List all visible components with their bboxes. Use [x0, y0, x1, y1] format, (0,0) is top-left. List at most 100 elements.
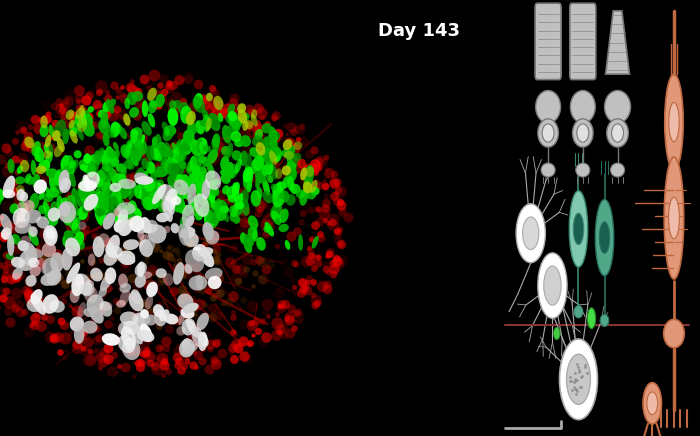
Ellipse shape [197, 171, 207, 187]
Point [213, 250, 224, 257]
Ellipse shape [62, 248, 73, 270]
Polygon shape [606, 11, 629, 74]
Point [251, 317, 262, 324]
Ellipse shape [228, 123, 239, 133]
Point [327, 218, 338, 225]
Ellipse shape [74, 325, 85, 344]
Point [151, 365, 162, 372]
Point [208, 99, 219, 106]
Ellipse shape [137, 229, 144, 240]
Ellipse shape [248, 215, 258, 229]
Point [569, 369, 580, 376]
Ellipse shape [223, 167, 233, 176]
Point [84, 122, 95, 129]
Ellipse shape [157, 190, 167, 209]
Point [28, 322, 39, 329]
Point [286, 165, 297, 172]
Point [97, 301, 108, 308]
Point [218, 110, 230, 117]
Ellipse shape [127, 200, 136, 215]
Point [120, 248, 132, 255]
Ellipse shape [150, 198, 160, 209]
Point [570, 385, 582, 392]
Ellipse shape [305, 165, 314, 184]
Point [315, 235, 326, 242]
Ellipse shape [516, 204, 545, 262]
Point [228, 99, 239, 106]
Ellipse shape [192, 244, 207, 262]
Point [28, 252, 39, 259]
Point [211, 312, 222, 319]
Ellipse shape [83, 165, 93, 174]
Point [203, 366, 214, 373]
Ellipse shape [559, 339, 598, 419]
Ellipse shape [243, 153, 252, 167]
Point [142, 79, 153, 86]
Point [331, 197, 342, 204]
Ellipse shape [124, 148, 133, 163]
Ellipse shape [108, 167, 119, 185]
Point [206, 114, 218, 121]
Ellipse shape [66, 262, 80, 284]
Ellipse shape [84, 171, 100, 188]
Ellipse shape [190, 139, 202, 157]
Point [262, 313, 274, 320]
Ellipse shape [34, 153, 41, 162]
Ellipse shape [46, 168, 57, 177]
Point [150, 102, 161, 109]
Ellipse shape [134, 274, 146, 288]
Ellipse shape [23, 242, 35, 255]
Point [87, 318, 98, 325]
Point [176, 290, 188, 296]
Point [116, 84, 127, 91]
Point [144, 84, 155, 91]
Ellipse shape [248, 227, 258, 242]
Point [247, 331, 258, 338]
Point [48, 335, 59, 342]
Point [126, 78, 137, 85]
Ellipse shape [148, 182, 158, 193]
Point [177, 347, 188, 354]
Ellipse shape [193, 203, 200, 217]
Point [120, 185, 132, 192]
Point [19, 262, 30, 269]
Ellipse shape [204, 117, 211, 130]
Point [125, 83, 136, 90]
Ellipse shape [153, 182, 161, 192]
Point [203, 286, 214, 293]
Ellipse shape [120, 283, 131, 293]
Point [48, 334, 60, 341]
Point [1, 203, 13, 210]
Ellipse shape [90, 188, 95, 200]
Point [322, 205, 333, 212]
Ellipse shape [220, 173, 231, 184]
Ellipse shape [573, 213, 584, 245]
Point [138, 351, 149, 358]
Ellipse shape [120, 311, 139, 326]
Ellipse shape [105, 186, 116, 201]
Point [30, 145, 41, 152]
Ellipse shape [270, 146, 282, 162]
Ellipse shape [304, 178, 309, 194]
Point [111, 297, 122, 304]
Point [0, 234, 9, 241]
Point [320, 183, 331, 190]
Point [95, 257, 106, 264]
Ellipse shape [181, 318, 195, 336]
Point [43, 131, 54, 138]
Point [258, 174, 270, 181]
Point [210, 339, 221, 346]
Point [295, 290, 307, 297]
Ellipse shape [43, 144, 49, 154]
Point [240, 189, 251, 196]
Point [175, 261, 186, 268]
Point [321, 262, 332, 269]
Point [227, 344, 238, 351]
Point [55, 253, 66, 260]
Ellipse shape [253, 155, 264, 171]
Point [30, 143, 41, 150]
Point [99, 272, 111, 279]
Ellipse shape [146, 185, 156, 200]
Point [15, 271, 27, 278]
Point [79, 106, 90, 112]
